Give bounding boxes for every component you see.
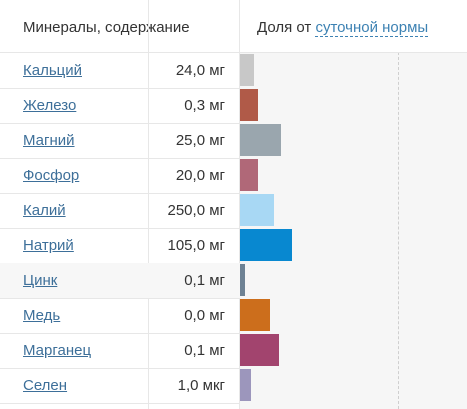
table-row: Селен 1,0 мкг [0,368,240,404]
daily-share-bar [240,89,258,121]
mineral-amount: 0,1 мг [184,272,225,289]
mineral-amount: 24,0 мг [175,62,225,79]
daily-share-bar [240,194,274,226]
mineral-link[interactable]: Калий [23,202,66,219]
mineral-link[interactable]: Селен [23,377,68,394]
mineral-link[interactable]: Марганец [23,342,92,359]
mineral-link[interactable]: Фосфор [23,167,80,184]
column-divider [148,0,149,409]
daily-share-bar [240,229,292,261]
column-divider [239,0,240,409]
table-row: Натрий 105,0 мг [0,228,240,264]
mineral-amount: 105,0 мг [167,237,226,254]
mineral-amount: 20,0 мг [175,167,225,184]
mineral-amount: 250,0 мг [167,202,226,219]
table-row: Марганец 0,1 мг [0,333,240,369]
table-row: Цинк 0,1 мг [0,263,240,299]
table-row: Медь 0,0 мг [0,298,240,334]
mineral-link[interactable]: Натрий [23,237,74,254]
mineral-amount: 1,0 мкг [177,377,225,394]
daily-share-bar [240,299,270,331]
table-row: Кальций 24,0 мг [0,53,240,89]
daily-share-bar [240,54,254,86]
mineral-amount: 0,3 мг [184,97,225,114]
daily-share-bar [240,369,251,401]
table-row: Железо 0,3 мг [0,88,240,124]
mineral-link[interactable]: Цинк [23,272,58,289]
mineral-amount: 0,0 мг [184,307,225,324]
mineral-link[interactable]: Железо [23,97,77,114]
header-minerals: Минералы, содержание [23,19,190,36]
daily-norm-link[interactable]: суточной нормы [315,19,429,37]
mineral-link[interactable]: Магний [23,132,75,149]
daily-share-bar [240,334,279,366]
header-daily-share: Доля от суточной нормы [257,19,429,37]
table-header: Минералы, содержание Доля от суточной но… [0,0,467,53]
table-row: Калий 250,0 мг [0,193,240,229]
header-daily-prefix: Доля от [257,19,316,36]
daily-share-bar [240,124,281,156]
mineral-link[interactable]: Медь [23,307,61,324]
mineral-link[interactable]: Кальций [23,62,82,79]
mineral-amount: 0,1 мг [184,342,225,359]
mineral-amount: 25,0 мг [175,132,225,149]
daily-share-bar [240,159,258,191]
table-row: Магний 25,0 мг [0,123,240,159]
daily-share-bar [240,264,245,296]
norm-100-line [398,52,399,409]
table-row: Фосфор 20,0 мг [0,158,240,194]
